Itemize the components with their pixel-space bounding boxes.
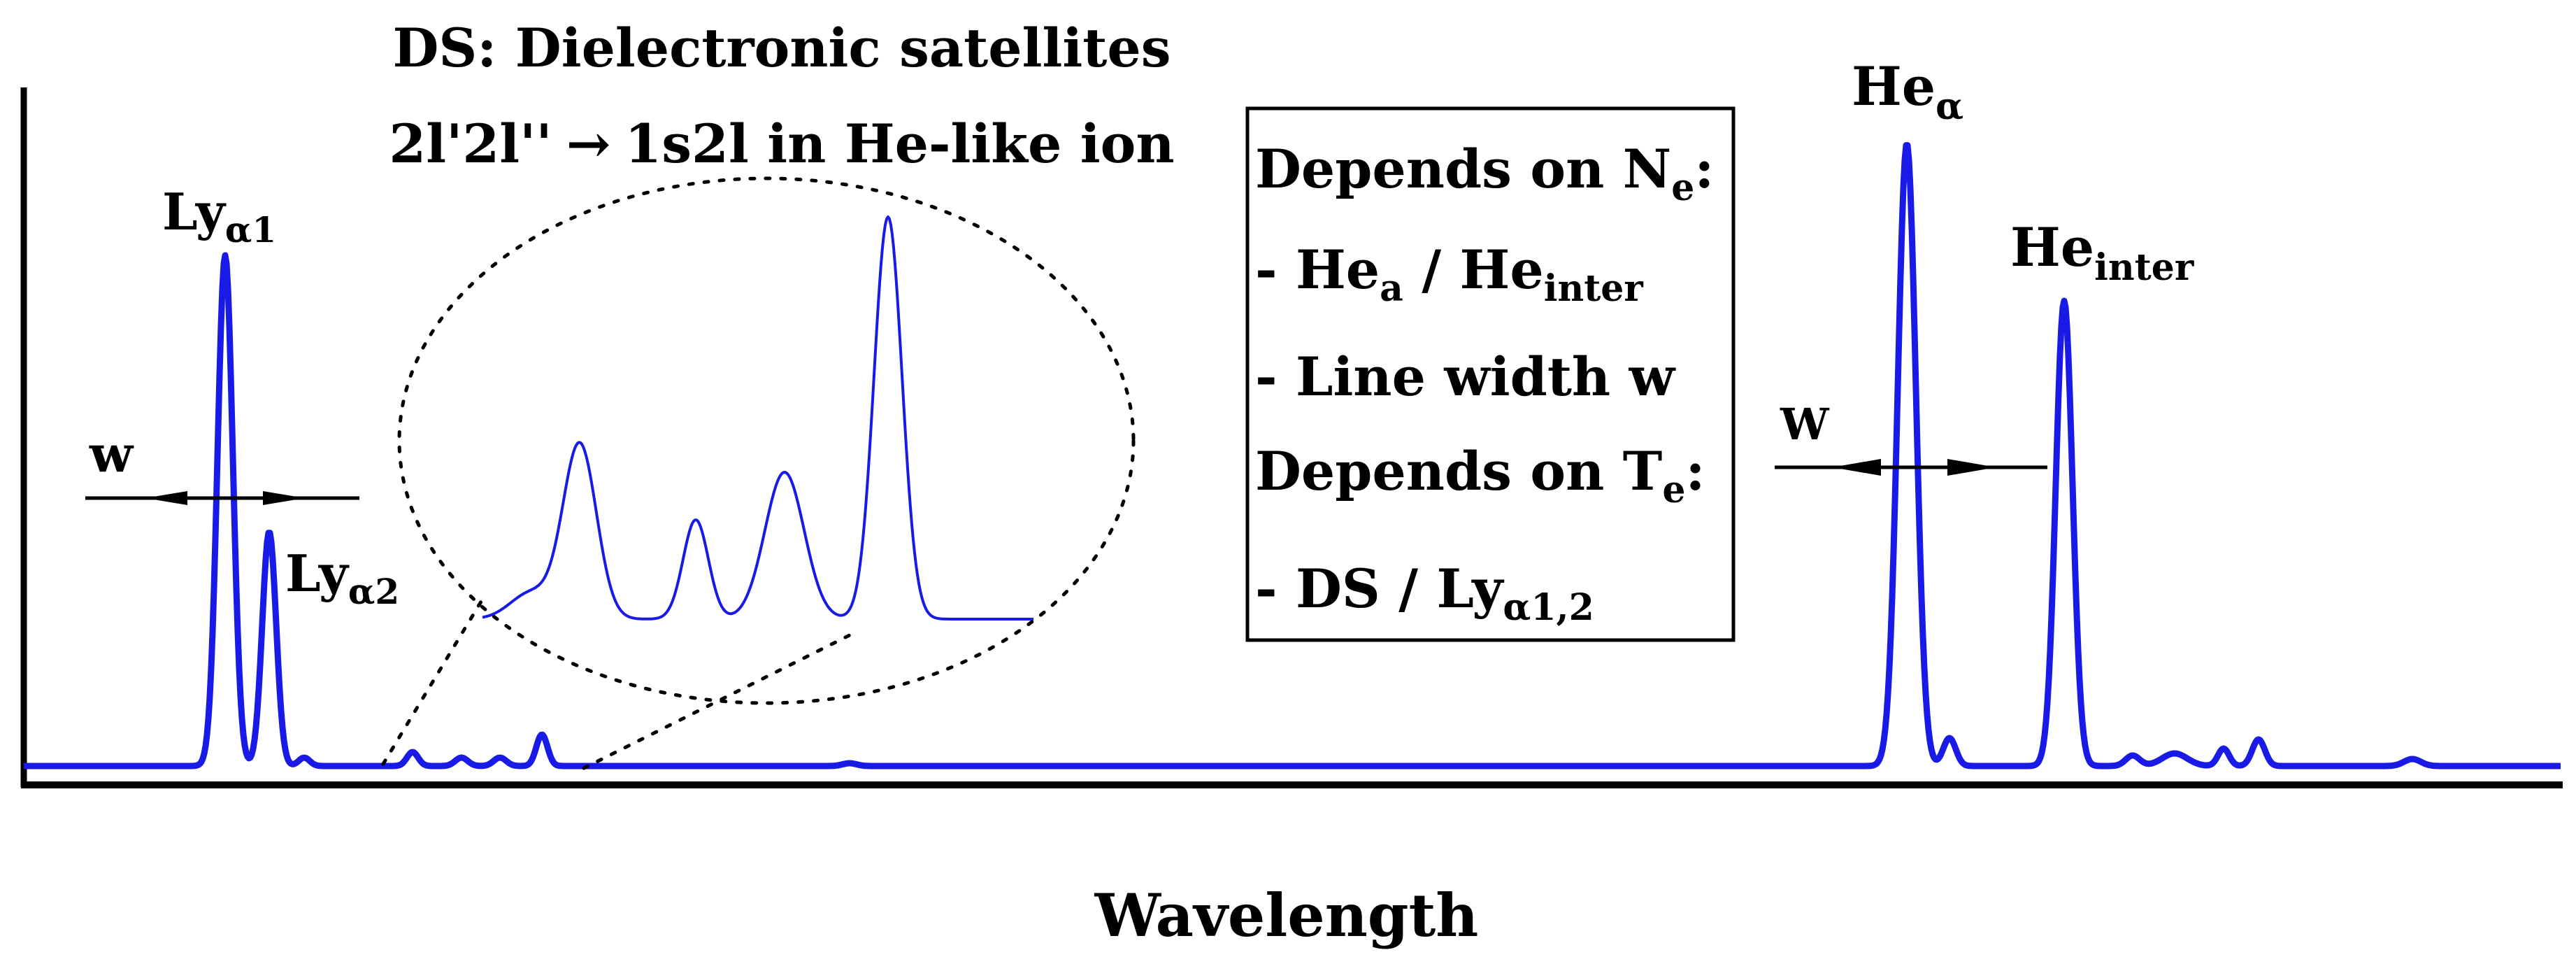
zoom-connector-left bbox=[381, 600, 483, 766]
width-marker-left: w bbox=[85, 424, 359, 505]
info-line-he-ratio: - Hea / Heinter bbox=[1255, 239, 1643, 310]
info-line-ne: Depends on Ne: bbox=[1255, 138, 1714, 209]
spectrum-line bbox=[22, 142, 2563, 770]
width-label-left: w bbox=[89, 424, 134, 483]
zoom-connector-right bbox=[582, 633, 852, 770]
ly-alpha2-label: Lyα2 bbox=[285, 544, 399, 612]
info-line-te: Depends on Te: bbox=[1255, 440, 1705, 511]
ds-transition: 2l'2l'' → 1s2l in He-like ion bbox=[389, 113, 1174, 175]
x-axis-label: Wavelength bbox=[1094, 881, 1479, 950]
zoom-callout bbox=[381, 176, 1136, 770]
info-line-ds-ratio: - DS / Lyα1,2 bbox=[1255, 558, 1594, 629]
info-line-width: - Line width w bbox=[1255, 346, 1676, 408]
zoom-ellipse bbox=[397, 176, 1136, 705]
he-alpha-label: Heα bbox=[1852, 55, 1963, 128]
width-label-right: W bbox=[1780, 399, 1830, 450]
ds-title: DS: Dielectronic satellites bbox=[393, 17, 1171, 79]
info-box-frame bbox=[1245, 106, 1736, 642]
axes bbox=[20, 87, 2563, 788]
he-inter-label: Heinter bbox=[2010, 216, 2194, 289]
satellite-inset-line bbox=[482, 215, 1033, 621]
width-marker-right: W bbox=[1775, 399, 2047, 476]
info-box: Depends on Ne: - Hea / Heinter - Line wi… bbox=[1245, 106, 1736, 642]
ly-alpha1-label: Lyα1 bbox=[162, 182, 276, 250]
